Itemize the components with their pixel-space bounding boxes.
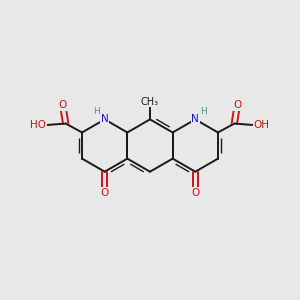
- Text: H: H: [93, 106, 100, 116]
- Text: CH₃: CH₃: [141, 97, 159, 106]
- Text: H: H: [200, 106, 207, 116]
- Text: O: O: [58, 100, 67, 110]
- Text: O: O: [233, 100, 242, 110]
- Text: OH: OH: [254, 120, 270, 130]
- Text: O: O: [100, 188, 109, 198]
- Text: O: O: [191, 188, 200, 198]
- Text: N: N: [101, 114, 109, 124]
- Text: HO: HO: [30, 120, 46, 130]
- Text: N: N: [191, 114, 199, 124]
